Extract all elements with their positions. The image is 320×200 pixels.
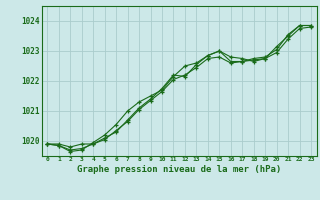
X-axis label: Graphe pression niveau de la mer (hPa): Graphe pression niveau de la mer (hPa) [77, 165, 281, 174]
